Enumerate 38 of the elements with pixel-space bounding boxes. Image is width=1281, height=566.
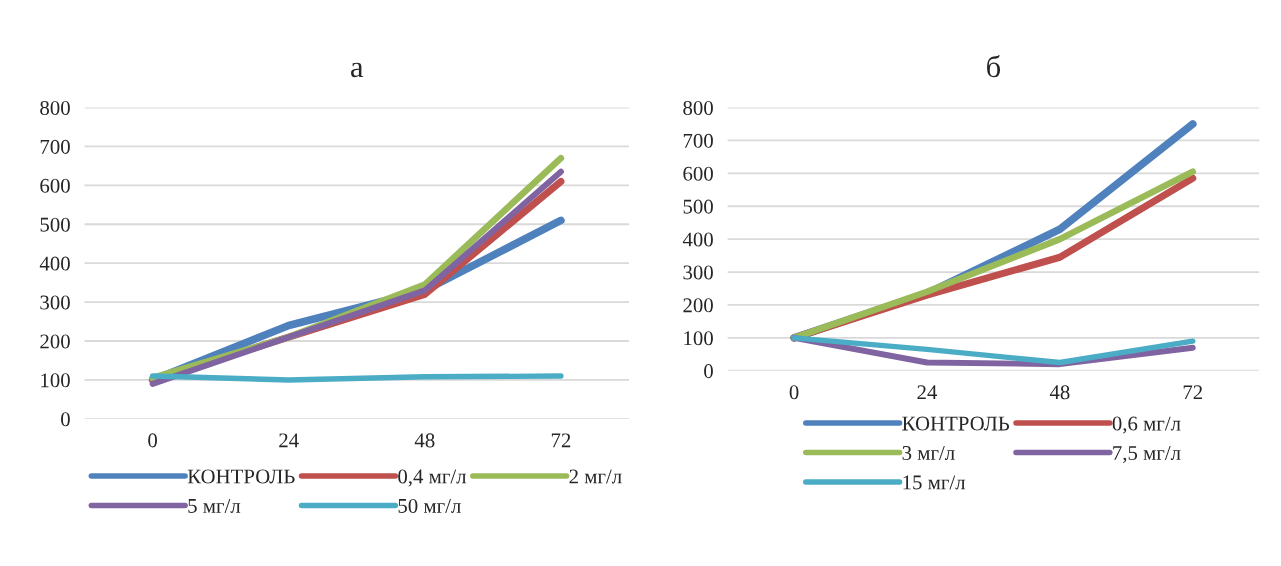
chart-title: а <box>351 62 364 78</box>
legend-label: 50 мг/л <box>398 498 461 513</box>
legend-label: 0,6 мг/л <box>1112 416 1181 434</box>
x-tick-label: 72 <box>1183 385 1203 400</box>
y-tick-label: 0 <box>61 412 70 427</box>
y-tick-label: 0 <box>704 364 713 379</box>
legend-label: КОНТРОЛЬ <box>902 416 1010 431</box>
y-tick-label: 500 <box>40 217 70 232</box>
legend-label: 0,4 мг/л <box>398 469 467 487</box>
y-tick-label: 200 <box>683 298 713 313</box>
x-tick-label: 0 <box>148 433 158 448</box>
x-tick-label: 72 <box>551 433 571 448</box>
x-tick-label: 24 <box>917 385 938 400</box>
legend-label: 5 мг/л <box>188 499 241 513</box>
x-tick-label: 48 <box>1049 385 1070 400</box>
y-tick-label: 300 <box>683 265 713 280</box>
y-tick-label: 700 <box>40 139 70 154</box>
legend-label: 2 мг/л <box>569 469 622 484</box>
x-tick-label: 48 <box>414 433 435 448</box>
chart-title: б <box>987 55 1001 78</box>
y-tick-label: 700 <box>683 133 713 148</box>
legend-label: 15 мг/л <box>903 475 966 490</box>
y-tick-label: 600 <box>40 178 70 193</box>
legend-label: 7,5 мг/л <box>1113 446 1181 464</box>
y-tick-label: 500 <box>683 199 713 214</box>
y-tick-label: 200 <box>40 334 70 349</box>
y-tick-label: 800 <box>683 100 713 115</box>
x-tick-label: 0 <box>789 385 799 400</box>
y-tick-label: 800 <box>40 100 70 115</box>
y-tick-label: 600 <box>683 166 713 181</box>
x-tick-label: 24 <box>279 433 299 448</box>
y-tick-label: 400 <box>39 256 70 271</box>
y-tick-label: 100 <box>684 331 713 346</box>
y-tick-label: 400 <box>682 232 713 247</box>
legend-label: КОНТРОЛЬ <box>187 469 295 484</box>
legend-label: 3 мг/л <box>902 446 955 461</box>
y-tick-label: 300 <box>40 295 70 310</box>
y-tick-label: 100 <box>41 373 70 388</box>
